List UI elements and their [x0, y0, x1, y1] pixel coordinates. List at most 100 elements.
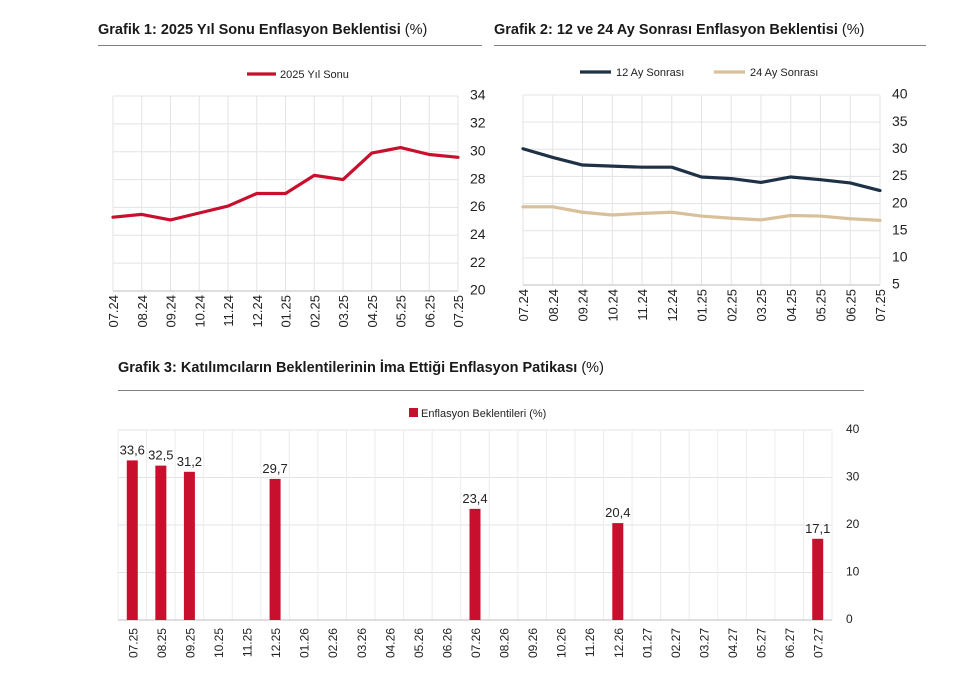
chart3-ytick-label: 30: [846, 470, 860, 484]
chart3-title-rule: [118, 390, 864, 391]
chart3-data-label: 17,1: [805, 521, 830, 536]
chart3-data-label: 29,7: [262, 461, 287, 476]
chart3-xtick-label: 06.27: [783, 628, 797, 658]
chart1-title-rule: [98, 45, 482, 46]
chart3-xtick-label: 07.26: [469, 628, 483, 658]
chart3-xtick-label: 09.25: [183, 628, 197, 658]
chart3-legend-label: Enflasyon Beklentileri (%): [421, 408, 546, 420]
chart3-xtick-label: 11.26: [583, 628, 597, 657]
chart3-ytick-label: 0: [846, 612, 853, 626]
chart2-xtick-label: 12.24: [665, 289, 680, 322]
chart3-ytick-label: 10: [846, 565, 860, 579]
chart3-data-label: 31,2: [177, 454, 202, 469]
chart3-xtick-label: 06.26: [440, 628, 454, 658]
chart2-title-rule: [494, 45, 926, 46]
chart3-xtick-label: 07.25: [126, 628, 140, 658]
chart3-xtick-label: 08.26: [498, 628, 512, 658]
chart2-title-text: Grafik 2: 12 ve 24 Ay Sonrası Enflasyon …: [494, 22, 838, 38]
chart2-ytick-label: 30: [892, 140, 908, 156]
chart3-xtick-label: 10.25: [212, 628, 226, 658]
chart3-bar: [183, 471, 195, 620]
chart2-xtick-label: 04.25: [784, 289, 799, 322]
chart2-xtick-label: 09.24: [576, 289, 591, 322]
chart1-xtick-label: 03.25: [336, 295, 351, 328]
chart2-title: Grafik 2: 12 ve 24 Ay Sonrası Enflasyon …: [494, 22, 864, 38]
chart1-ytick-label: 32: [470, 115, 486, 131]
chart3-xtick-label: 09.26: [526, 628, 540, 658]
chart2-ytick-label: 5: [892, 276, 900, 292]
chart2-ytick-label: 25: [892, 167, 908, 183]
chart1-xtick-label: 12.24: [250, 295, 265, 328]
chart3-xtick-label: 03.26: [355, 628, 369, 658]
chart3-xtick-label: 10.26: [555, 628, 569, 658]
chart3-xtick-label: 03.27: [697, 628, 711, 658]
chart3-data-label: 33,6: [120, 442, 145, 457]
chart2-xtick-label: 11.24: [635, 289, 650, 321]
chart1-title: Grafik 1: 2025 Yıl Sonu Enflasyon Beklen…: [98, 22, 427, 38]
chart3-xtick-label: 01.27: [640, 628, 654, 658]
chart3-xtick-label: 08.25: [155, 628, 169, 658]
chart3-bar: [812, 538, 824, 620]
chart1-title-unit: (%): [404, 22, 428, 38]
chart3-bar: [612, 523, 624, 620]
chart1-xtick-label: 09.24: [164, 295, 179, 328]
chart1-xtick-label: 06.25: [422, 295, 437, 328]
chart2-ytick-label: 10: [892, 249, 908, 265]
chart3-title: Grafik 3: Katılımcıların Beklentilerinin…: [118, 360, 604, 376]
chart1-legend-label: 2025 Yıl Sonu: [280, 69, 349, 81]
chart1-xtick-label: 01.25: [279, 295, 294, 328]
chart2-xtick-label: 06.25: [843, 289, 858, 322]
chart3-bar: [126, 460, 138, 620]
chart2-xtick-label: 10.24: [605, 289, 620, 322]
chart1-xtick-label: 11.24: [221, 295, 236, 327]
chart1-xtick-label: 04.25: [365, 295, 380, 328]
chart3-xtick-label: 02.26: [326, 628, 340, 658]
chart1-ytick-label: 20: [470, 282, 486, 298]
chart3-xtick-label: 01.26: [298, 628, 312, 658]
chart2-ytick-label: 20: [892, 194, 908, 210]
chart3-xtick-label: 11.25: [241, 628, 255, 657]
chart1-xtick-label: 08.24: [135, 295, 150, 328]
chart2-xtick-label: 03.25: [754, 289, 769, 322]
chart3-xtick-label: 05.26: [412, 628, 426, 658]
chart2-ytick-label: 40: [892, 86, 908, 102]
chart1-ytick-label: 22: [470, 254, 486, 270]
chart3-ytick-label: 20: [846, 517, 860, 531]
chart3-xtick-label: 05.27: [755, 628, 769, 658]
chart1-xtick-label: 07.24: [106, 295, 121, 328]
chart1-ytick-label: 28: [470, 170, 486, 186]
chart2-xtick-label: 07.25: [873, 289, 888, 322]
chart3-title-text: Grafik 3: Katılımcıların Beklentilerinin…: [118, 360, 578, 376]
chart3-bar: [469, 508, 481, 620]
chart3-ytick-label: 40: [846, 422, 860, 436]
chart3-legend-swatch: [409, 408, 418, 417]
chart1-title-text: Grafik 1: 2025 Yıl Sonu Enflasyon Beklen…: [98, 22, 401, 38]
chart1-xtick-label: 05.25: [394, 295, 409, 328]
chart3-data-label: 32,5: [148, 448, 173, 463]
chart3-xtick-label: 12.26: [612, 628, 626, 658]
chart1-xtick-label: 10.24: [192, 295, 207, 328]
chart1-ytick-label: 34: [470, 87, 486, 103]
chart3-data-label: 23,4: [462, 491, 487, 506]
chart2-ytick-label: 15: [892, 221, 908, 237]
chart1-ytick-label: 30: [470, 142, 486, 158]
chart3-xtick-label: 02.27: [669, 628, 683, 658]
chart3-bar: [269, 478, 281, 620]
chart3-xtick-label: 12.25: [269, 628, 283, 658]
chart2-legend-label-1: 12 Ay Sonrası: [616, 67, 684, 79]
chart3-bar: [155, 465, 167, 620]
chart1-ytick-label: 24: [470, 226, 486, 242]
chart2-xtick-label: 02.25: [724, 289, 739, 322]
chart1-ytick-label: 26: [470, 198, 486, 214]
chart1-xtick-label: 02.25: [307, 295, 322, 328]
chart2-xtick-label: 01.25: [695, 289, 710, 322]
chart2-ytick-label: 35: [892, 113, 908, 129]
chart2-legend-label-2: 24 Ay Sonrası: [750, 67, 818, 79]
chart2-title-unit: (%): [841, 22, 865, 38]
chart2-xtick-label: 07.24: [516, 289, 531, 322]
chart3-xtick-label: 07.27: [812, 628, 826, 658]
chart2-xtick-label: 05.25: [814, 289, 829, 322]
chart3-title-unit: (%): [581, 360, 604, 376]
chart3-xtick-label: 04.27: [726, 628, 740, 658]
